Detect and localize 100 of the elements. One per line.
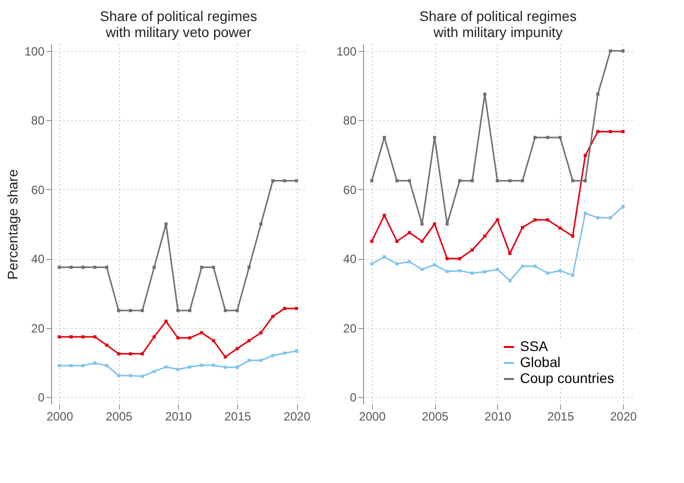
point [520,179,524,182]
point [140,352,144,356]
point [621,130,625,134]
point [283,352,286,355]
point [212,364,216,367]
point [176,336,180,340]
x-tick-label: 2005 [422,410,449,424]
point [408,179,412,182]
x-tick-label: 2020 [610,410,638,424]
point [105,344,108,347]
point [596,92,600,96]
point [470,179,474,182]
point [247,358,251,362]
point [596,216,600,220]
point [558,226,562,230]
point [93,266,96,269]
point [105,266,108,269]
point [533,136,537,140]
point [81,266,85,269]
x-tick-label: 2000 [358,410,386,424]
point [70,266,73,269]
y-axis-title: Percentage share [4,169,20,280]
point [247,266,251,269]
point [496,268,499,271]
x-tick-label: 2010 [165,410,192,424]
point [176,368,180,371]
point [608,49,612,53]
y-tick-label: 40 [31,252,45,266]
point [608,216,612,220]
legend-label: Coup countries [520,370,614,386]
point [212,266,216,269]
point [446,222,449,226]
legend-label: Global [520,354,560,370]
point [621,49,625,53]
point [58,364,61,368]
x-tick-label: 2000 [46,410,74,424]
point [395,262,398,266]
point [283,179,286,182]
point [58,335,61,338]
point [508,252,512,256]
point [433,222,436,226]
point [294,349,298,353]
x-tick-label: 2005 [106,410,133,424]
point [236,347,239,350]
x-tick-label: 2015 [224,410,252,424]
point [271,179,274,182]
point [496,218,499,222]
point [508,179,512,182]
point [128,308,132,312]
point [520,226,524,230]
point [283,306,286,310]
y-tick-label: 80 [31,114,45,128]
point [420,222,424,226]
point [224,366,227,369]
point [584,154,587,158]
point [483,234,486,238]
point [458,179,462,182]
point [584,212,587,215]
point [294,179,298,182]
point [259,331,263,334]
point [271,314,274,318]
point [621,205,625,208]
point [470,248,474,252]
y-tick-label: 60 [343,182,357,197]
y-tick-label: 40 [343,252,357,266]
point [247,339,251,342]
point [200,331,204,334]
point [408,260,412,264]
point [188,365,192,369]
point [224,308,227,312]
point [446,257,449,260]
point [382,136,386,140]
point [458,257,462,260]
point [152,335,156,338]
point [200,364,204,367]
point [433,263,436,266]
point [546,218,550,222]
point [558,269,562,272]
point [117,308,120,312]
x-tick-label: 2020 [284,410,311,424]
point [212,339,216,342]
point [164,365,168,369]
point [188,308,192,312]
point [259,222,263,226]
x-tick-label: 2010 [484,410,512,424]
point [164,222,168,226]
point [571,234,574,238]
y-tick-label: 20 [31,321,45,336]
x-tick-label: 2015 [547,410,574,424]
point [81,335,85,338]
point [470,272,474,275]
point [533,218,537,222]
point [408,231,412,234]
point [558,136,562,140]
y-tick-label: 20 [343,321,357,336]
point [188,336,192,340]
y-tick-label: 80 [343,114,357,128]
point [140,374,144,378]
y-tick-label: 100 [336,44,357,58]
point [271,354,274,358]
